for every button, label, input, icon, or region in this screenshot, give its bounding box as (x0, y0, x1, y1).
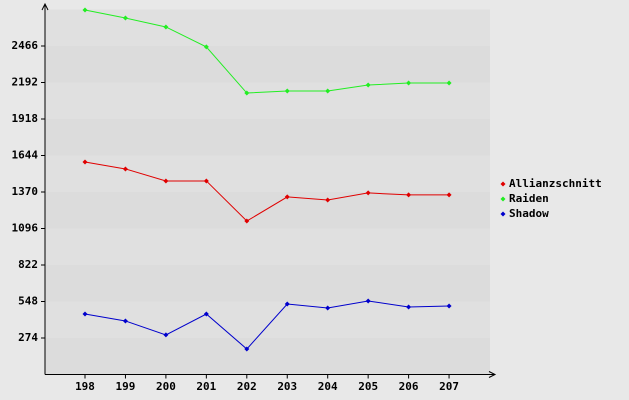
data-point (122, 15, 128, 21)
x-tick-label: 207 (439, 380, 459, 393)
band (45, 338, 490, 375)
data-point (365, 298, 371, 304)
x-tick-label: 206 (399, 380, 419, 393)
x-tick-label: 204 (318, 380, 338, 393)
legend-marker (500, 181, 506, 187)
band (45, 9, 490, 46)
series-line (84, 161, 450, 222)
data-point (82, 311, 88, 317)
data-point (82, 159, 88, 165)
data-point (284, 301, 290, 307)
y-tick-label: 274 (18, 331, 38, 344)
data-point (244, 218, 250, 224)
data-point (203, 44, 209, 50)
plot-bands (45, 9, 490, 375)
data-point (163, 332, 169, 338)
band (45, 46, 490, 83)
band (45, 82, 490, 119)
data-point (325, 305, 331, 311)
band (45, 119, 490, 156)
y-tick-label: 1644 (12, 149, 39, 162)
data-point (244, 346, 250, 352)
y-tick-label: 1918 (12, 112, 39, 125)
y-tick-label: 548 (18, 295, 38, 308)
data-point (284, 88, 290, 94)
y-tick-label: 2192 (12, 76, 39, 89)
data-point (446, 80, 452, 86)
series-line (84, 9, 450, 94)
series-line (84, 300, 450, 350)
data-point (325, 197, 331, 203)
legend-label: Allianzschnitt (509, 177, 602, 190)
y-tick-label: 2466 (12, 39, 39, 52)
y-tick-label: 1370 (12, 185, 39, 198)
data-point (406, 192, 412, 198)
data-point (203, 178, 209, 184)
x-tick-label: 201 (196, 380, 216, 393)
data-point (203, 311, 209, 317)
data-point (82, 7, 88, 13)
legend-label: Shadow (509, 207, 549, 220)
data-point (163, 24, 169, 30)
data-point (122, 166, 128, 172)
data-point (446, 303, 452, 309)
x-tick-label: 202 (237, 380, 257, 393)
x-tick-label: 203 (277, 380, 297, 393)
data-point (244, 90, 250, 96)
data-point (406, 80, 412, 86)
y-axis-arrow (41, 2, 49, 11)
x-axis-arrow (488, 371, 497, 378)
data-point (406, 304, 412, 310)
data-point (284, 194, 290, 200)
legend-marker (500, 196, 506, 202)
data-point (365, 82, 371, 88)
x-tick-label: 205 (358, 380, 378, 393)
y-tick-label: 1096 (12, 222, 39, 235)
x-tick-label: 198 (75, 380, 95, 393)
data-point (163, 178, 169, 184)
x-tick-label: 200 (156, 380, 176, 393)
data-point (446, 192, 452, 198)
band (45, 228, 490, 265)
data-point (325, 88, 331, 94)
legend-marker (500, 211, 506, 217)
data-point (122, 318, 128, 324)
x-tick-label: 199 (116, 380, 136, 393)
band (45, 155, 490, 192)
legend-label: Raiden (509, 192, 549, 205)
band (45, 192, 490, 229)
band (45, 265, 490, 302)
y-tick-label: 822 (18, 258, 38, 271)
data-point (365, 190, 371, 196)
